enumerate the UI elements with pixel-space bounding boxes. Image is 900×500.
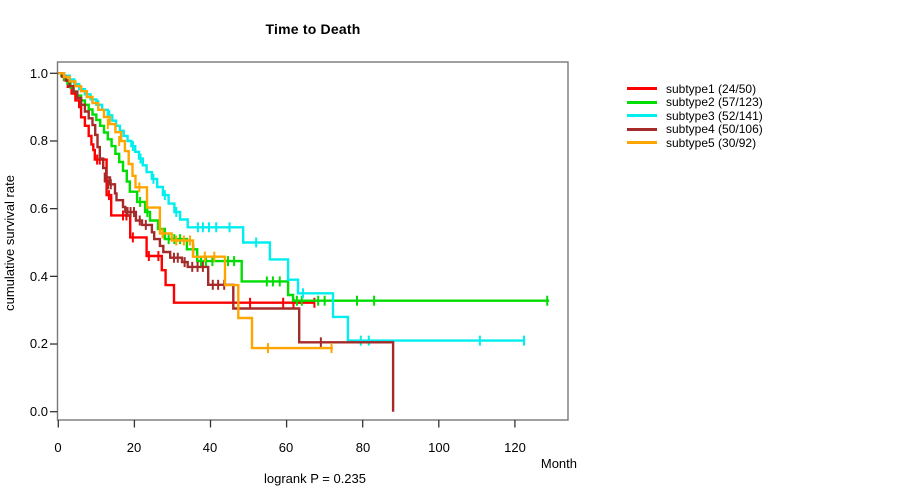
- y-tick-label-0.4: 0.4: [29, 269, 48, 284]
- legend-line-swatch: [627, 100, 657, 104]
- plot-box: [56, 61, 569, 421]
- legend-item-subtype1: subtype1 (24/50): [627, 82, 763, 96]
- x-tick-label-60: 60: [278, 440, 294, 455]
- y-tick-label-0.0: 0.0: [29, 404, 48, 419]
- km-curve-subtype4: [58, 72, 395, 412]
- legend-item-subtype4: subtype4 (50/106): [627, 122, 763, 137]
- km-curve-subtype1: [58, 72, 315, 304]
- legend-line-swatch: [627, 114, 657, 118]
- y-tick-label-0.8: 0.8: [29, 133, 48, 148]
- km-curve-subtype5: [58, 72, 333, 350]
- x-axis-label: Month: [540, 456, 577, 471]
- x-tick-label-80: 80: [355, 440, 371, 455]
- km-curve-subtype3: [58, 72, 526, 342]
- legend-label: subtype1 (24/50): [666, 81, 757, 96]
- x-tick-label-0: 0: [54, 440, 62, 455]
- y-tick-label-0.2: 0.2: [29, 336, 48, 351]
- legend-line-swatch: [627, 127, 657, 131]
- km-curve-subtype2: [58, 72, 550, 302]
- legend-item-subtype5: subtype5 (30/92): [627, 136, 763, 150]
- x-tick-label-20: 20: [126, 440, 142, 455]
- legend-item-subtype3: subtype3 (52/141): [627, 109, 763, 123]
- legend-label: subtype5 (30/92): [666, 135, 757, 150]
- logrank-annotation: logrank P = 0.235: [263, 471, 367, 486]
- y-axis-label: cumulative survival rate: [2, 175, 17, 311]
- x-tick-label-120: 120: [504, 440, 526, 455]
- legend-label: subtype4 (50/106): [666, 122, 763, 137]
- legend-line-swatch: [627, 141, 657, 145]
- y-tick-label-1.0: 1.0: [29, 66, 48, 81]
- legend-item-subtype2: subtype2 (57/123): [627, 95, 763, 110]
- x-tick-label-40: 40: [202, 440, 218, 455]
- y-tick-label-0.6: 0.6: [29, 201, 48, 216]
- chart-title: Time to Death: [265, 21, 361, 37]
- legend-line-swatch: [627, 87, 657, 91]
- legend-label: subtype2 (57/123): [666, 95, 763, 110]
- legend: subtype1 (24/50) subtype2 (57/123) subty…: [627, 82, 763, 150]
- legend-label: subtype3 (52/141): [666, 108, 763, 123]
- x-tick-label-100: 100: [428, 440, 450, 455]
